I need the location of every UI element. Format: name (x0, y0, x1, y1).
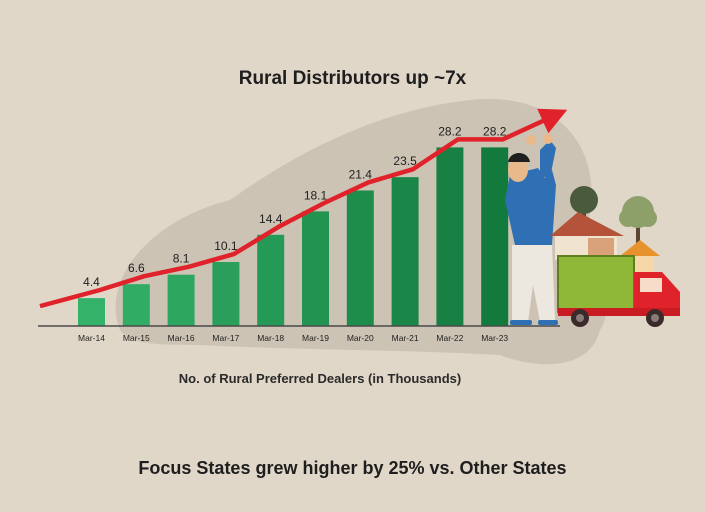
tick-label: Mar-18 (257, 333, 284, 343)
bar-mar-22 (436, 147, 464, 326)
bar-mar-18 (257, 234, 285, 326)
value-label: 14.4 (259, 212, 283, 226)
value-label: 4.4 (83, 275, 100, 289)
value-label: 21.4 (349, 167, 373, 181)
tick-label: Mar-21 (392, 333, 419, 343)
bar-mar-17 (212, 262, 240, 326)
chart-title: Rural Distributors up ~7x (238, 68, 467, 89)
tick-labels-group: Mar-14 Mar-15 Mar-16 Mar-17 Mar-18 Mar-19 Mar-… (78, 333, 508, 343)
value-labels-group: 4.4 6.6 8.1 10.1 14.4 18.1 21.4 23.5 28.2 28.2 (83, 124, 507, 289)
bar-mar-23 (481, 147, 509, 326)
tick-label: Mar-20 (347, 333, 374, 343)
x-axis-label: No. of Rural Preferred Dealers (in Thous… (178, 371, 462, 386)
value-label: 23.5 (393, 154, 417, 168)
footer-note: Focus States grew higher by 25% vs. Othe… (138, 458, 567, 478)
tick-label: Mar-17 (212, 333, 239, 343)
trend-arrow-line (39, 108, 568, 309)
person-pushing-arrow-icon (505, 134, 558, 325)
tick-label: Mar-16 (168, 333, 195, 343)
bar-mar-16 (167, 274, 195, 326)
bar-mar-19 (302, 211, 329, 326)
bar-mar-14 (78, 298, 105, 326)
bar-mar-20 (346, 190, 374, 326)
delivery-truck-icon (557, 255, 680, 327)
value-label: 18.1 (304, 188, 328, 202)
value-label: 6.6 (128, 261, 145, 275)
value-label: 28.2 (483, 124, 507, 138)
bar-mar-15 (122, 284, 150, 326)
bars-group (78, 147, 509, 326)
tick-label: Mar-15 (123, 333, 150, 343)
tick-label: Mar-23 (481, 333, 508, 343)
value-label: 10.1 (214, 239, 238, 253)
value-label: 28.2 (438, 124, 462, 138)
tick-label: Mar-19 (302, 333, 329, 343)
tick-label: Mar-22 (436, 333, 463, 343)
value-label: 8.1 (173, 252, 190, 266)
bar-mar-21 (391, 177, 419, 326)
tick-label: Mar-14 (78, 333, 105, 343)
